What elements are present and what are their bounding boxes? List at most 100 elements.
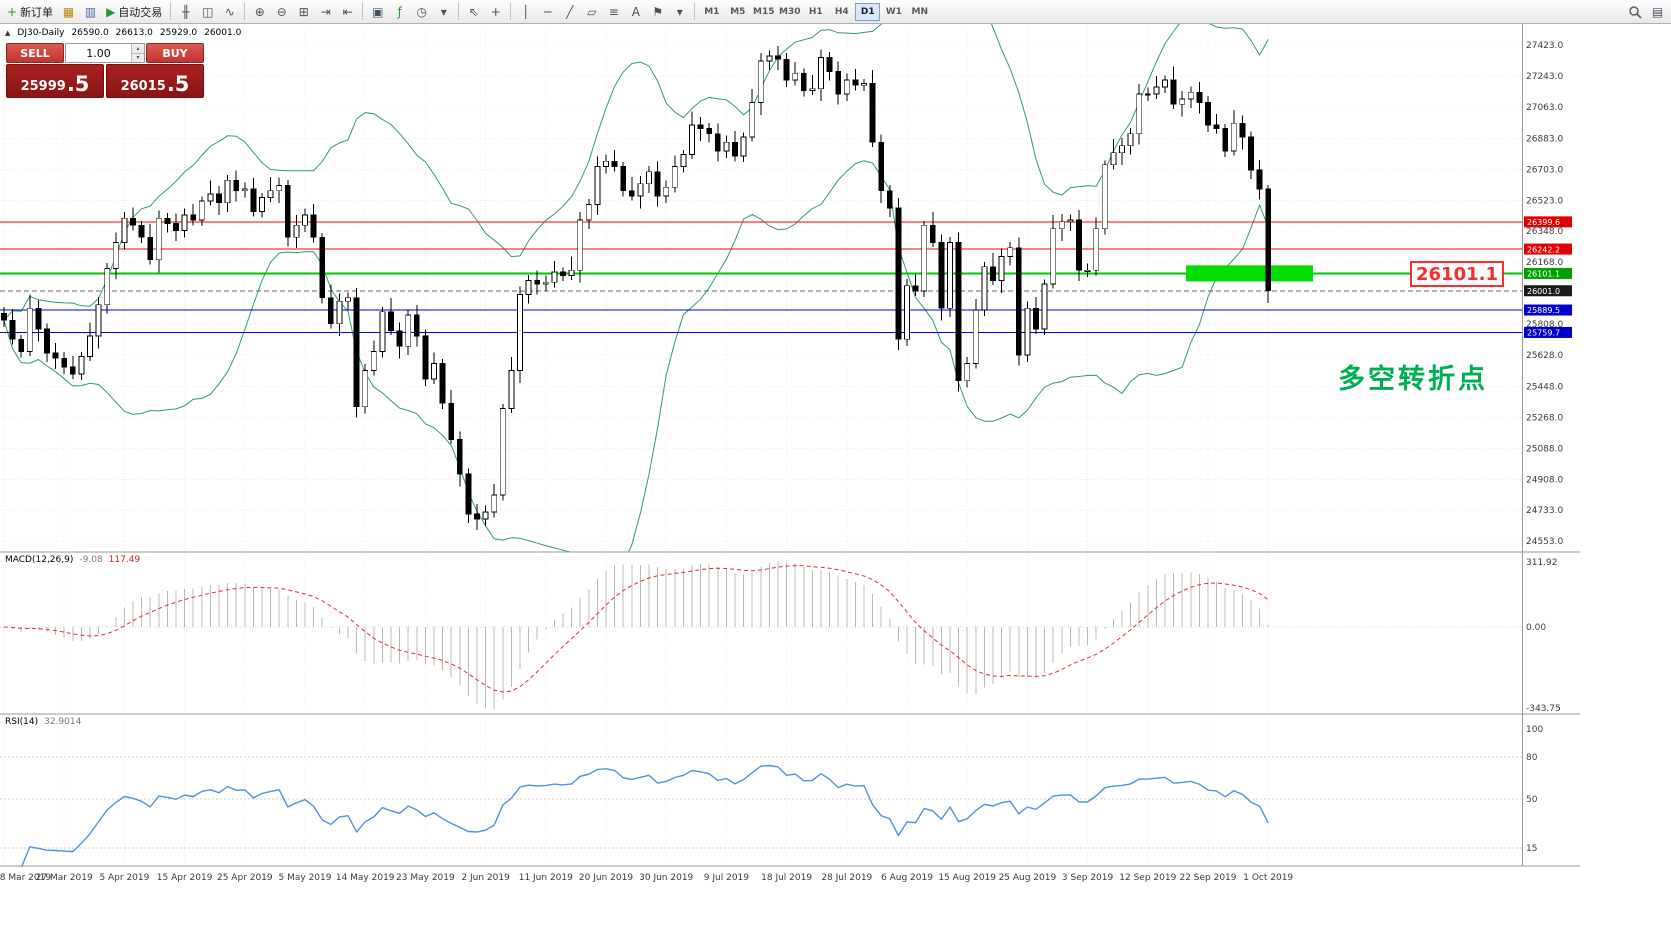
timeframe-h1-button[interactable]: H1 [808,6,823,17]
text-tool-button[interactable]: A [625,2,646,22]
ohlc-open: 26590.0 [71,28,109,38]
cursor-button[interactable]: ⇖ [463,2,484,22]
trendline-button[interactable]: ╱ [559,2,580,22]
volume-spinner: ▴ ▾ [131,44,144,62]
shapes-button[interactable]: ▾ [669,2,690,22]
auto-trading-button[interactable]: ▶ 自动交易 [102,2,166,22]
horizontal-line-button[interactable]: ─ [537,2,558,22]
auto-scroll-button[interactable]: ⇥ [315,2,336,22]
line-chart-type-icon: ∿ [224,4,235,19]
timeframe-h4-button[interactable]: H4 [834,6,849,17]
volume-decrease-button[interactable]: ▾ [132,53,144,62]
templates-button[interactable]: ▾ [433,2,454,22]
svg-text:22 Sep 2019: 22 Sep 2019 [1179,873,1236,883]
svg-text:15 Aug 2019: 15 Aug 2019 [938,873,996,883]
horizontal-line-icon: ─ [544,4,552,19]
ohlc-high: 26613.0 [115,28,153,38]
svg-text:20 Jun 2019: 20 Jun 2019 [579,873,633,883]
svg-text:50: 50 [1526,795,1538,805]
svg-text:25 Aug 2019: 25 Aug 2019 [999,873,1057,883]
charts-window-button[interactable]: ▦ [58,2,79,22]
zoom-out-button[interactable]: ⊖ [271,2,292,22]
macd-name: MACD(12,26,9) [5,555,74,565]
svg-text:27 Mar 2019: 27 Mar 2019 [36,873,93,883]
rsi-panel-label: RSI(14) 32.9014 [5,717,81,727]
new-order-button-label: 新订单 [20,5,54,19]
fibonacci-button[interactable]: ≡ [603,2,624,22]
timeframe-mn-button[interactable]: MN [911,6,929,17]
indicators-button[interactable]: ƒ [389,2,410,22]
chart-window: 27423.0 27243.0 27063.0 26883.0 26703.0 26523… [0,24,1671,950]
macd-panel-label: MACD(12,26,9) -9.08 117.49 [5,555,140,565]
svg-text:30 Jun 2019: 30 Jun 2019 [639,873,693,883]
zoom-in-icon: ⊕ [254,4,265,19]
new-order-button[interactable]: + 新订单 [3,2,57,22]
volume-increase-button[interactable]: ▴ [132,44,144,54]
macd-main-value: -9.08 [79,555,103,565]
zoom-in-button[interactable]: ⊕ [249,2,270,22]
toolbar-separator [458,3,460,20]
main-chart-layer [0,24,1522,552]
crosshair-button[interactable]: + [485,2,506,22]
svg-text:25088.0: 25088.0 [1526,445,1563,455]
axis-layer: 27423.0 27243.0 27063.0 26883.0 26703.0 26523… [0,41,1572,883]
svg-text:3 Sep 2019: 3 Sep 2019 [1062,873,1114,883]
channel-icon: ▱ [587,4,597,19]
svg-text:1 Oct 2019: 1 Oct 2019 [1243,873,1293,883]
svg-text:0.00: 0.00 [1526,623,1546,633]
timeframe-m15-button[interactable]: M15 [753,6,775,17]
svg-text:25448.0: 25448.0 [1526,382,1563,392]
arrow-label-button[interactable]: ⚑ [647,2,668,22]
turning-point-annotation[interactable]: 多空转折点 [1338,364,1488,395]
auto-trading-button-label: 自动交易 [118,5,163,19]
timeframe-w1-button[interactable]: W1 [885,6,902,17]
search-icon-button[interactable] [1624,2,1646,22]
timeframe-d1-button[interactable]: D1 [855,2,881,21]
price-callout-box[interactable]: 26101.1 [1410,261,1504,287]
new-chart-button[interactable]: ▣ [367,2,388,22]
toolbar-separator [510,3,512,20]
highlight-rect[interactable] [1186,265,1313,282]
line-chart-type-button[interactable]: ∿ [219,2,240,22]
market-watch-button[interactable]: ▥ [80,2,101,22]
layout-icon-button[interactable]: ▤ [1647,2,1668,22]
fibonacci-icon: ≡ [608,4,619,19]
candlestick-type-button[interactable]: ◫ [197,2,218,22]
text-tool-icon: A [631,4,640,19]
macd-layer [0,561,1522,709]
shapes-icon: ▾ [676,4,683,19]
svg-text:15 Apr 2019: 15 Apr 2019 [157,873,213,883]
svg-text:26348.0: 26348.0 [1526,227,1563,237]
chart-shift-button[interactable]: ⇤ [337,2,358,22]
rsi-layer [0,756,1522,867]
one-click-collapse-icon[interactable]: ▲ [5,29,11,37]
volume-input[interactable]: 1.00 ▴ ▾ [65,43,145,63]
periods-button[interactable]: ◷ [411,2,432,22]
grid-toggle-button[interactable]: ⊞ [293,2,314,22]
sell-price-display[interactable]: 25999 .5 [6,64,104,98]
svg-text:26703.0: 26703.0 [1526,165,1563,175]
buy-button[interactable]: BUY [146,43,204,63]
channel-button[interactable]: ▱ [581,2,602,22]
svg-text:26242.2: 26242.2 [1527,245,1560,254]
svg-text:9 Jul 2019: 9 Jul 2019 [704,873,749,883]
bar-chart-type-button[interactable]: ╫ [175,2,196,22]
timeframe-m1-button[interactable]: M1 [704,6,720,17]
svg-text:24553.0: 24553.0 [1526,537,1563,547]
sell-price-main: 25999 [20,78,66,94]
layout-icon: ▤ [1651,4,1664,19]
timeframe-m30-button[interactable]: M30 [779,6,801,17]
sell-button[interactable]: SELL [6,43,64,63]
svg-text:26001.0: 26001.0 [1527,287,1560,296]
vertical-line-button[interactable]: │ [515,2,536,22]
timeframe-buttons: M1 M5 M15 M30 H1 H4 D1 W1 MN [699,2,932,21]
bar-chart-type-icon: ╫ [182,4,190,19]
svg-text:24733.0: 24733.0 [1526,506,1563,516]
svg-text:26101.1: 26101.1 [1527,270,1560,279]
svg-text:27063.0: 27063.0 [1526,103,1563,113]
ohlc-low: 25929.0 [159,28,198,38]
timeframe-m5-button[interactable]: M5 [730,6,746,17]
buy-price-display[interactable]: 26015 .5 [106,64,204,98]
auto-scroll-icon: ⇥ [320,4,331,19]
chart-canvas[interactable]: 27423.0 27243.0 27063.0 26883.0 26703.0 26523… [0,24,1671,950]
